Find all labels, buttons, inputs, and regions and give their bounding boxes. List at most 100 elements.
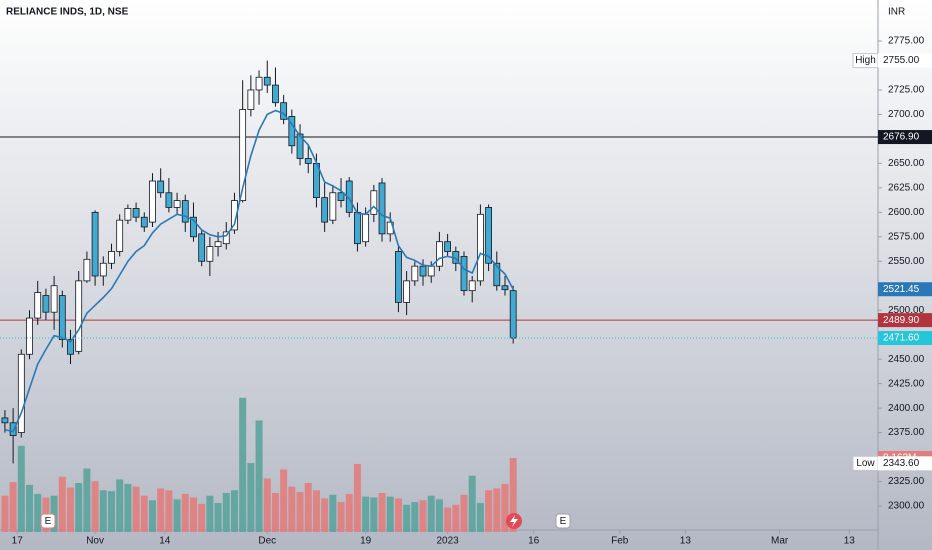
- candle-body: [17, 353, 25, 433]
- x-tick-label: 14: [159, 536, 171, 547]
- event-badge[interactable]: [555, 513, 571, 529]
- volume-bar: [329, 494, 337, 532]
- currency: INR: [888, 7, 905, 18]
- candle-body: [239, 109, 247, 201]
- candle-body: [58, 295, 66, 340]
- candle-body: [247, 89, 255, 110]
- y-tick-label: 2425.00: [888, 378, 925, 389]
- price-line-tag-bg: [878, 313, 932, 328]
- candle-body: [42, 295, 50, 313]
- volume-bar: [370, 497, 378, 532]
- volume-bar: [99, 490, 107, 532]
- volume-bar: [411, 502, 419, 532]
- x-tick-label: 13: [844, 536, 856, 547]
- x-tick-label: 16: [528, 536, 540, 547]
- candle-body: [395, 251, 402, 303]
- candle-body: [190, 216, 197, 238]
- volume-bar: [255, 420, 263, 532]
- volume-bar: [427, 495, 435, 532]
- volume-bar: [173, 499, 181, 532]
- volume-bar: [230, 490, 238, 532]
- volume-bar: [304, 483, 312, 532]
- candle-body: [50, 285, 58, 313]
- volume-bar: [460, 494, 468, 532]
- high-value-bg: [878, 53, 932, 68]
- candle-body: [354, 211, 361, 245]
- volume-bar: [419, 500, 427, 532]
- volume-bar: [345, 493, 353, 532]
- candle-body: [509, 290, 517, 339]
- candle-body: [132, 208, 140, 218]
- candle-body: [304, 158, 312, 164]
- ema-line: [4, 109, 514, 433]
- volume-bar: [67, 487, 75, 532]
- volume-bar: [34, 493, 42, 532]
- candle-body: [493, 262, 501, 287]
- last-price-tag-bg: [878, 331, 932, 346]
- volume-bar: [403, 504, 411, 532]
- volume-bar: [107, 491, 115, 532]
- y-tick-label: 2700.00: [888, 109, 925, 120]
- candle-body: [362, 213, 370, 243]
- candle-body: [198, 233, 206, 262]
- candle-body: [280, 102, 288, 120]
- x-tick-label: 2023: [436, 536, 459, 547]
- y-tick-label: 2400.00: [888, 403, 925, 414]
- price-line-tag-bg: [878, 130, 932, 145]
- event-badge[interactable]: [40, 513, 56, 529]
- y-tick-label: 2375.00: [888, 427, 925, 438]
- candle-body: [460, 255, 468, 292]
- volume-bar: [321, 498, 329, 532]
- volume-bar: [452, 504, 460, 532]
- volume-bar: [214, 502, 222, 532]
- volume-bar: [17, 445, 25, 532]
- candle-body: [165, 192, 173, 208]
- high-value: 2755.00: [883, 55, 920, 66]
- event-label: E: [560, 516, 567, 527]
- candle-body: [1, 417, 9, 424]
- candle-body: [231, 200, 238, 231]
- candle-body: [108, 251, 115, 264]
- y-tick-label: 2550.00: [888, 256, 925, 267]
- x-tick-label: 17: [12, 536, 24, 547]
- y-tick-label: 2300.00: [888, 501, 925, 512]
- low-value-bg: [878, 456, 932, 471]
- low-value: 2343.60: [883, 458, 920, 469]
- volume-bar: [189, 497, 197, 532]
- candle-body: [403, 280, 411, 303]
- y-tick-label: 2775.00: [888, 36, 925, 47]
- volume-bar: [362, 496, 370, 532]
- volume-bar: [50, 495, 58, 532]
- volume-bar: [435, 499, 443, 532]
- candle-body: [329, 192, 337, 221]
- candle-body: [419, 265, 427, 277]
- volume-bar: [337, 502, 345, 532]
- volume-bar: [386, 496, 394, 532]
- candle-body: [468, 280, 476, 292]
- volume-bar: [468, 475, 476, 532]
- y-tick-label: 2650.00: [888, 158, 925, 169]
- x-tick-label: Mar: [771, 536, 789, 547]
- candle-body: [149, 180, 156, 223]
- candle-body: [485, 207, 492, 264]
- volume-bar: [263, 478, 271, 532]
- event-label: E: [45, 516, 52, 527]
- candle-body: [427, 265, 435, 277]
- last-price-tag: 2471.60: [883, 333, 920, 344]
- candle-body: [26, 317, 33, 355]
- volume-bar: [280, 469, 288, 532]
- candle-body: [157, 180, 165, 194]
- ema-tag-bg: [878, 282, 932, 297]
- volume-bar: [91, 481, 99, 532]
- candle-body: [444, 241, 452, 252]
- candle-body: [272, 84, 279, 104]
- volume-bar: [181, 493, 189, 532]
- high-name: High: [855, 55, 876, 66]
- volume-bar: [58, 476, 66, 532]
- volume-bar: [444, 507, 452, 532]
- candle-body: [370, 190, 378, 215]
- candle-body: [34, 292, 42, 319]
- x-tick-label: Dec: [258, 536, 276, 547]
- candle-body: [83, 258, 91, 282]
- x-tick-label: Nov: [86, 536, 104, 547]
